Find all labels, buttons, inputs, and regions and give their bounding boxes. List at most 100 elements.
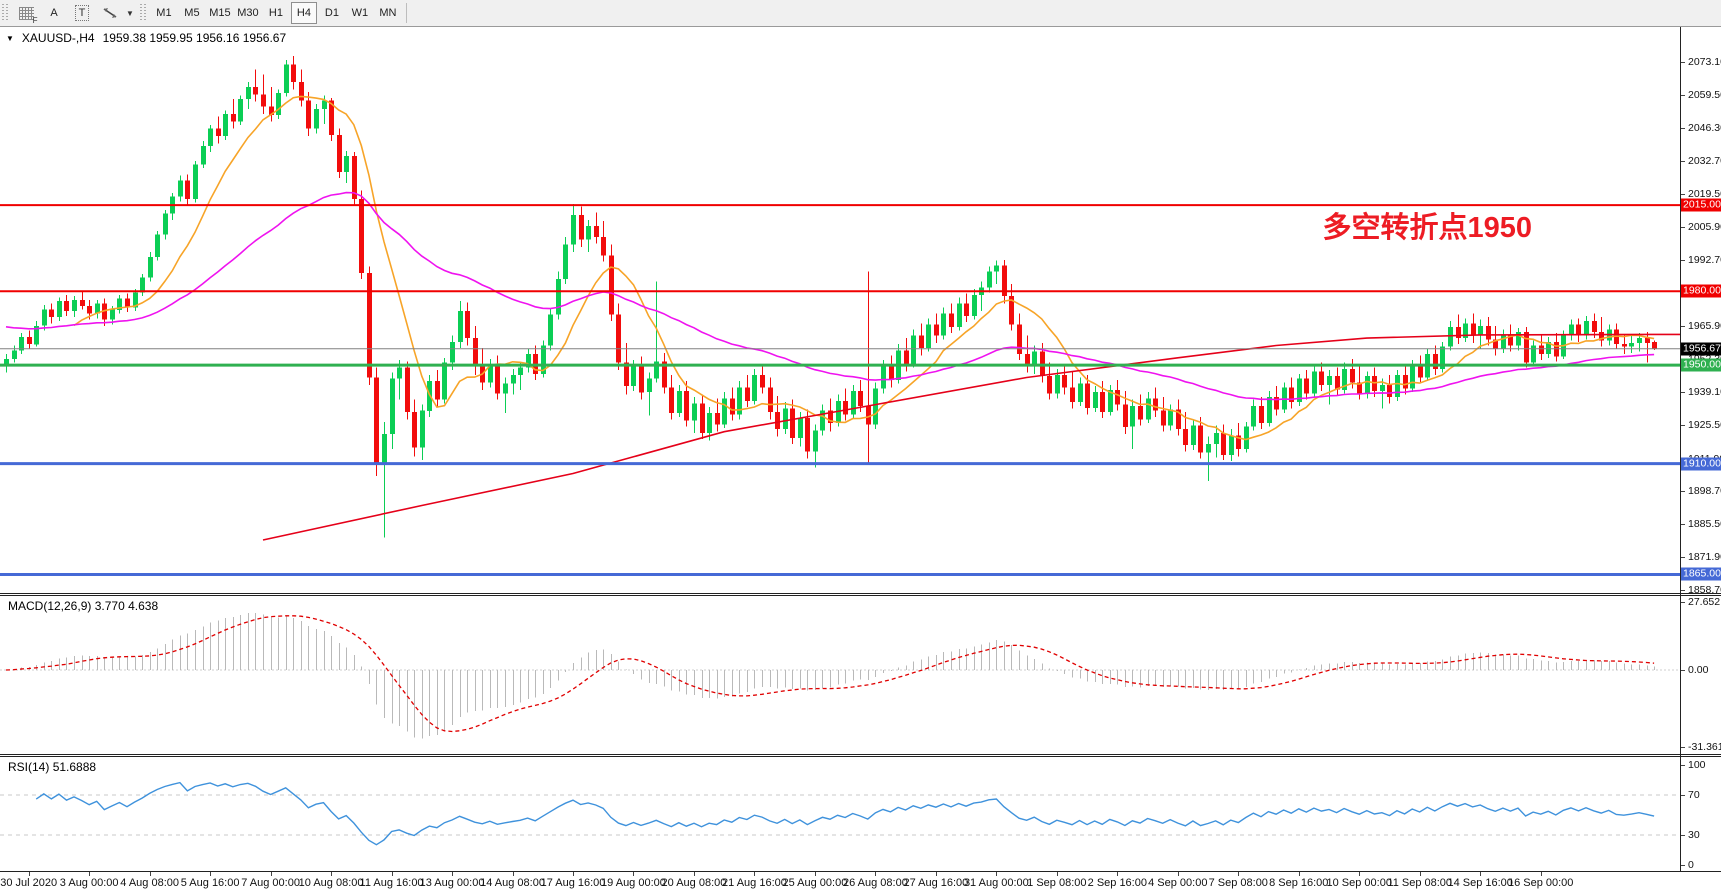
price-tick: 100 — [1688, 759, 1706, 771]
time-tick: 7 Sep 08:00 — [1208, 877, 1268, 889]
price-tick-mark — [1681, 557, 1685, 558]
price-tick: 1871.90 — [1688, 551, 1721, 564]
time-tick-mark — [573, 872, 574, 876]
time-tick: 16 Sep 00:00 — [1507, 877, 1574, 889]
price-level-badge: 1956.67 — [1681, 342, 1721, 356]
price-tick: 2073.10 — [1688, 56, 1721, 68]
main-macd-separator[interactable] — [0, 593, 1721, 594]
time-tick: 3 Aug 00:00 — [59, 877, 119, 889]
rsi-panel-top-border — [0, 756, 1721, 757]
price-tick-mark — [1681, 425, 1685, 426]
time-tick-mark — [452, 872, 453, 876]
time-tick-mark — [996, 872, 997, 876]
timeframe-button-m5[interactable]: M5 — [184, 7, 200, 19]
price-tick: 1885.50 — [1688, 518, 1721, 530]
timeframe-button-m1[interactable]: M1 — [156, 7, 172, 19]
time-tick: 4 Sep 00:00 — [1148, 877, 1208, 889]
time-tick-mark — [1299, 872, 1300, 876]
macd-label: MACD(12,26,9) 3.770 4.638 — [8, 599, 159, 613]
price-tick: 2019.50 — [1688, 188, 1721, 200]
time-axis-border — [0, 871, 1721, 872]
time-tick-mark — [1480, 872, 1481, 876]
time-tick: 5 Aug 16:00 — [180, 877, 240, 889]
price-tick-mark — [1681, 765, 1685, 766]
indicator-grid-button[interactable]: F — [13, 2, 39, 25]
rsi-line — [35, 781, 1655, 846]
price-level-badge: 2015.00 — [1681, 198, 1721, 212]
macd-rsi-separator[interactable] — [0, 754, 1721, 755]
chart-title: ▼ XAUUSD-,H4 1959.38 1959.95 1956.16 195… — [6, 31, 286, 45]
arrows-tool-button[interactable] — [97, 2, 123, 24]
price-tick: 2032.70 — [1688, 155, 1721, 168]
text-box-button[interactable]: T — [69, 2, 95, 24]
timeframe-button-m15[interactable]: M15 — [209, 7, 231, 19]
price-tick-mark — [1681, 835, 1685, 836]
time-tick: 30 Jul 2020 — [0, 877, 58, 889]
price-level-badge: 1950.00 — [1681, 358, 1721, 372]
time-tick: 8 Sep 16:00 — [1269, 877, 1329, 889]
price-tick-mark — [1681, 590, 1685, 591]
time-tick: 25 Aug 00:00 — [782, 877, 848, 889]
chart-window — [0, 27, 1721, 893]
chart-menu-icon[interactable]: ▼ — [6, 33, 14, 43]
time-tick-mark — [815, 872, 816, 876]
time-tick-mark — [513, 872, 514, 876]
toolbar: F A T ▼ M1 M5 M15 M30 H1 H4 D1 W1 MN — [0, 0, 1721, 27]
price-tick: 0.00 — [1688, 664, 1709, 676]
price-tick: 1858.70 — [1688, 584, 1721, 596]
time-tick: 7 Aug 00:00 — [241, 877, 300, 889]
toolbar-grip-icon[interactable] — [2, 4, 9, 22]
price-tick-mark — [1681, 326, 1685, 327]
chevron-down-icon[interactable]: ▼ — [126, 8, 134, 18]
timeframe-button-mn[interactable]: MN — [379, 7, 397, 19]
price-tick: -31.361 — [1688, 741, 1721, 754]
text-label-button[interactable]: A — [50, 7, 58, 19]
time-tick-mark — [89, 872, 90, 876]
macd-signal-line — [5, 615, 1655, 733]
timeframe-grip-icon[interactable] — [139, 4, 147, 22]
price-tick-mark — [1681, 194, 1685, 195]
timeframe-toolbar: M1 M5 M15 M30 H1 H4 D1 W1 MN — [150, 2, 402, 24]
time-tick: 14 Sep 16:00 — [1447, 877, 1513, 889]
grid-icon: F — [18, 6, 38, 25]
time-tick-mark — [754, 872, 755, 876]
price-tick-mark — [1681, 260, 1685, 261]
price-tick-mark — [1681, 392, 1685, 393]
time-tick: 14 Aug 08:00 — [480, 877, 545, 889]
time-tick-mark — [1420, 872, 1421, 876]
price-tick: 2005.90 — [1688, 221, 1721, 234]
price-tick: 1939.10 — [1688, 386, 1721, 398]
time-tick-mark — [271, 872, 272, 876]
price-tick-mark — [1681, 161, 1685, 162]
timeframe-button-h1[interactable]: H1 — [268, 7, 283, 19]
timeframe-button-h4[interactable]: H4 — [290, 2, 317, 24]
time-tick: 17 Aug 16:00 — [540, 877, 606, 889]
time-tick: 11 Sep 08:00 — [1387, 877, 1453, 889]
price-tick: 27.652 — [1688, 596, 1721, 609]
timeframe-button-w1[interactable]: W1 — [351, 7, 369, 19]
time-tick-mark — [1057, 872, 1058, 876]
price-tick-mark — [1681, 747, 1685, 748]
time-tick: 10 Aug 08:00 — [298, 877, 364, 889]
timeframe-button-d1[interactable]: D1 — [324, 7, 339, 19]
time-tick-mark — [392, 872, 393, 876]
macd-panel-top-border — [0, 595, 1721, 596]
price-tick-mark — [1681, 227, 1685, 228]
time-tick-mark — [331, 872, 332, 876]
price-level-badge: 1980.00 — [1681, 284, 1721, 298]
price-tick: 30 — [1688, 829, 1700, 841]
macd-values: 3.770 4.638 — [94, 599, 159, 613]
price-tick: 1965.90 — [1688, 320, 1721, 332]
time-tick: 27 Aug 16:00 — [903, 877, 969, 889]
timeframe-button-m30[interactable]: M30 — [237, 7, 259, 19]
time-tick: 13 Aug 00:00 — [419, 877, 485, 889]
t-box-icon: T — [74, 5, 90, 21]
price-tick: 2059.50 — [1688, 89, 1721, 102]
time-tick-mark — [1359, 872, 1360, 876]
time-tick: 19 Aug 00:00 — [601, 877, 666, 889]
time-tick-mark — [694, 872, 695, 876]
price-tick: 0 — [1688, 859, 1694, 871]
ma-red-long — [262, 333, 1681, 541]
time-tick-mark — [633, 872, 634, 876]
